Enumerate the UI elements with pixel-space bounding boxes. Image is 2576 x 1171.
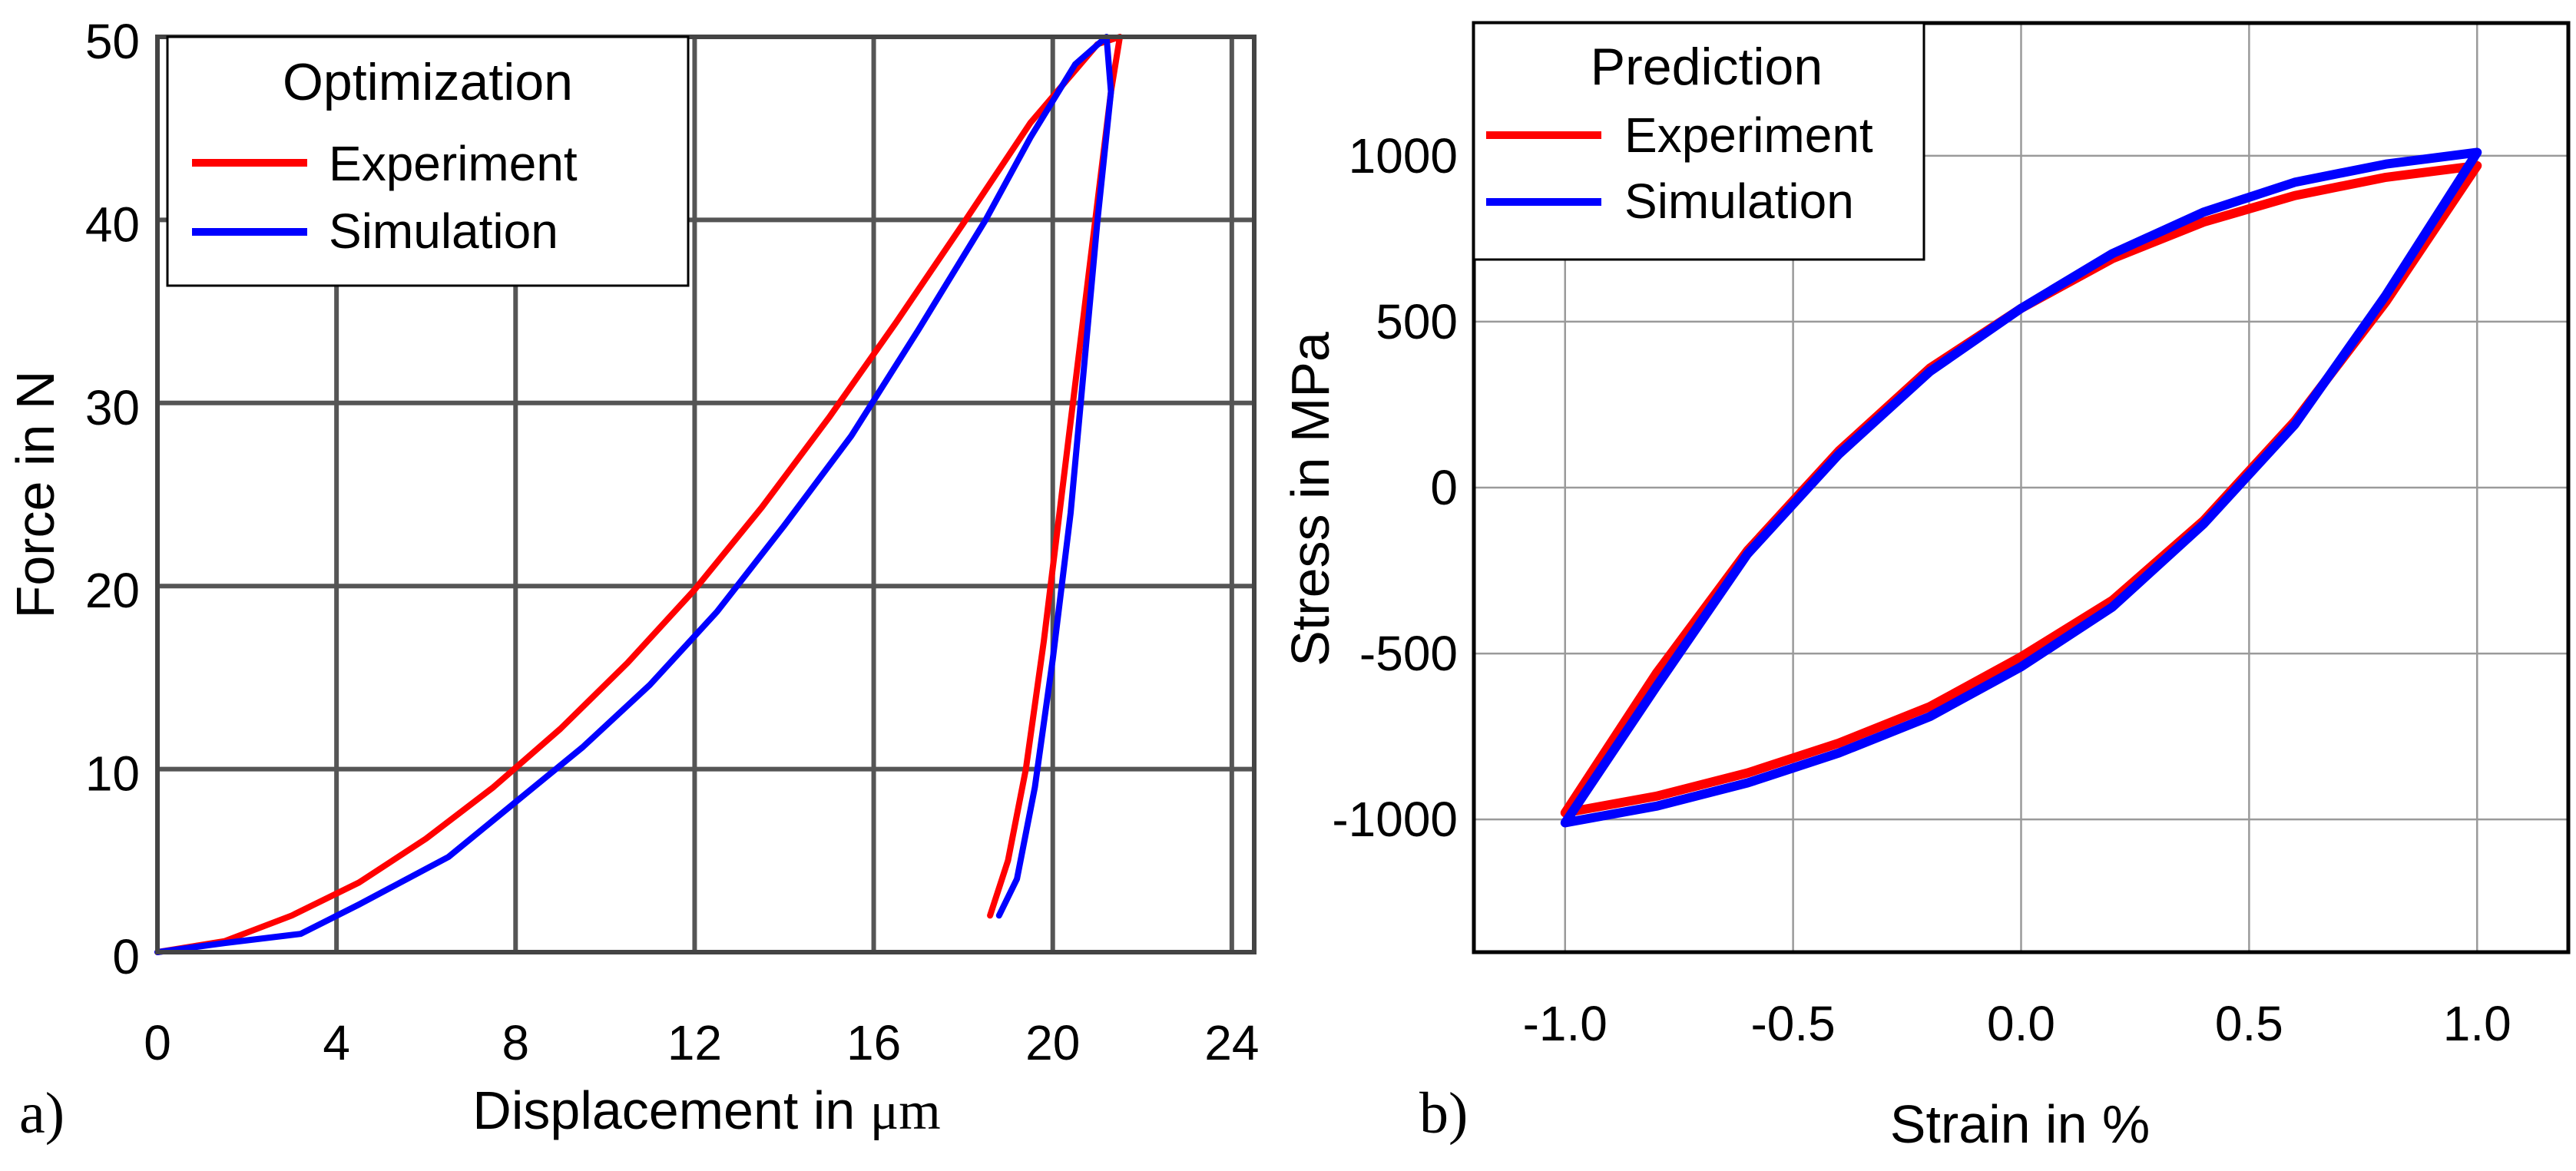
legend-label-experiment-b: Experiment (1624, 108, 1873, 163)
x-axis-label-b: Strain in % (1890, 1094, 2150, 1154)
y-ticks-a: 0 10 20 30 40 50 (85, 14, 140, 984)
series-line-simulation-a (154, 34, 1114, 955)
chart-optimization: 0 4 8 12 16 20 24 0 10 20 30 40 50 Displacement in … (5, 14, 1259, 1146)
x-ticks-b: -1.0 -0.5 0.0 0.5 1.0 (1523, 996, 2511, 1051)
x-tick-label-b: 0.0 (1987, 996, 2055, 1051)
y-tick-label-b: 0 (1430, 460, 1458, 515)
panel-label-b: b) (1419, 1081, 1468, 1146)
y-tick-label-a: 20 (85, 563, 140, 618)
y-ticks-b: -1000 -500 0 500 1000 (1332, 128, 1458, 847)
x-tick-label-b: -0.5 (1750, 996, 1835, 1051)
y-tick-label-b: 1000 (1349, 128, 1458, 184)
y-tick-label-a: 30 (85, 380, 140, 435)
plot-frame-b (1472, 21, 2571, 954)
legend-title-a: Optimization (283, 53, 573, 111)
x-tick-label-b: -1.0 (1523, 996, 1608, 1051)
legend-label-experiment-a: Experiment (329, 136, 578, 191)
x-tick-label-a: 20 (1025, 1015, 1080, 1070)
legend-label-simulation-b: Simulation (1624, 174, 1854, 229)
legend-a: Optimization Experiment Simulation (166, 35, 690, 287)
x-tick-label-a: 0 (144, 1015, 171, 1070)
legend-box-b (1472, 22, 1925, 261)
series-b (1560, 147, 2482, 828)
x-tick-label-a: 16 (846, 1015, 901, 1070)
y-tick-label-b: -500 (1359, 626, 1458, 681)
legend-b: Prediction Experiment Simulation (1472, 22, 1925, 261)
x-ticks-a: 0 4 8 12 16 20 24 (144, 1015, 1259, 1070)
y-tick-label-b: -1000 (1332, 792, 1458, 847)
y-tick-label-a: 40 (85, 197, 140, 252)
plot-frame-a (155, 35, 1257, 954)
y-tick-label-a: 0 (112, 929, 140, 984)
x-axis-label-a: Displacement in μm (472, 1080, 940, 1141)
legend-title-b: Prediction (1591, 38, 1823, 96)
chart-prediction: -1.0 -0.5 0.0 0.5 1.0 -1000 -500 0 500 1000 Stra… (1280, 21, 2571, 1154)
y-tick-label-a: 50 (85, 14, 140, 69)
x-tick-label-a: 4 (323, 1015, 350, 1070)
panel-label-a: a) (19, 1081, 65, 1146)
x-tick-label-b: 0.5 (2215, 996, 2283, 1051)
x-tick-label-a: 24 (1204, 1015, 1259, 1070)
series-a (154, 34, 1124, 955)
x-tick-label-a: 12 (667, 1015, 722, 1070)
y-tick-label-b: 500 (1376, 294, 1458, 349)
series-line-simulation-b (1560, 147, 2482, 828)
legend-label-simulation-a: Simulation (329, 203, 558, 259)
series-line-experiment-a (154, 34, 1124, 955)
y-axis-label-a: Force in N (5, 371, 65, 619)
y-tick-label-a: 10 (85, 746, 140, 802)
y-axis-label-b: Stress in MPa (1280, 332, 1340, 667)
x-tick-label-a: 8 (502, 1015, 529, 1070)
x-tick-label-b: 1.0 (2443, 996, 2511, 1051)
